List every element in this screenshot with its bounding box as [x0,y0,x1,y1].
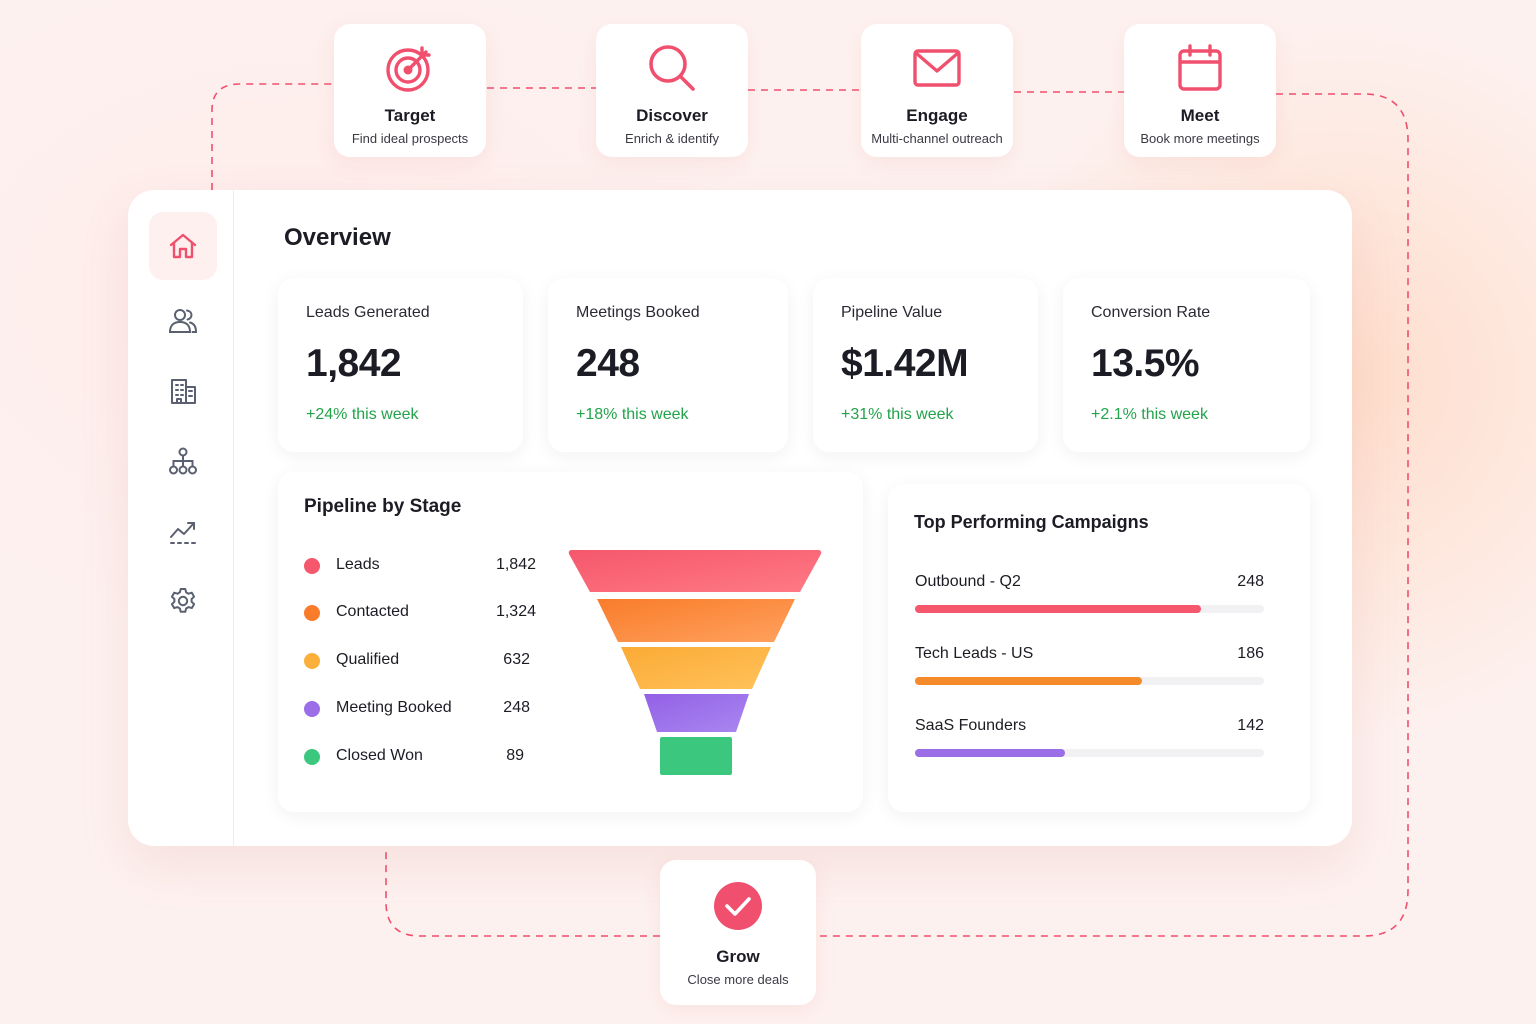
panel-title: Top Performing Campaigns [914,512,1149,532]
campaign-value: 142 [1237,717,1264,734]
step-title: Discover [636,106,708,125]
panel-title: Pipeline by Stage [304,496,462,517]
trend-icon [170,522,196,544]
step-subtitle: Find ideal prospects [351,131,469,146]
kpi-label: Leads Generated [306,304,430,321]
kpi-delta: +2.1% this week [1091,406,1208,423]
kpi-card-leads[interactable]: Leads Generated 1,842 +24% this week [278,278,523,452]
kpi-value: 13.5% [1091,342,1200,385]
legend-label: Leads [336,556,380,573]
pipeline-funnel-chart [568,550,822,775]
legend-label: Closed Won [336,747,423,764]
target-icon [386,46,431,92]
campaign-progress-fill [915,749,1066,757]
page-title: Overview [284,224,391,251]
step-card-target[interactable]: Target Find ideal prospects [334,24,486,157]
dashboard-window: Overview Leads Generated 1,842 +24% this… [128,190,1352,846]
sidebar [128,190,234,846]
kpi-card-meetings[interactable]: Meetings Booked 248 +18% this week [548,278,788,452]
legend-dot [304,558,320,574]
step-card-engage[interactable]: Engage Multi-channel outreach [861,24,1013,157]
search-icon [649,45,695,91]
step-subtitle: Close more deals [687,972,789,987]
step-title: Grow [716,947,760,966]
step-subtitle: Multi-channel outreach [871,131,1003,146]
campaign-name: Tech Leads - US [915,645,1034,662]
legend-dot [304,653,320,669]
funnel-segment-qualified [621,647,771,689]
kpi-delta: +18% this week [576,406,689,423]
legend-dot [304,701,320,717]
funnel-segment-leads [568,550,822,592]
legend-label: Contacted [336,603,409,620]
home-icon [169,233,197,259]
kpi-delta: +24% this week [306,406,419,423]
legend-value: 632 [503,651,530,668]
calendar-icon [1178,44,1222,91]
sidebar-item-companies[interactable] [149,357,217,425]
campaign-progress-track [915,605,1264,613]
kpi-value: $1.42M [841,342,969,385]
kpi-card-pipeline[interactable]: Pipeline Value $1.42M +31% this week [813,278,1038,452]
legend-dot [304,605,320,621]
campaign-progress-track [915,677,1264,685]
kpi-label: Pipeline Value [841,304,943,321]
mail-icon [913,49,961,87]
campaign-value: 186 [1237,645,1264,662]
sidebar-item-home[interactable] [149,212,217,280]
step-subtitle: Enrich & identify [625,131,719,146]
legend-item-leads: Leads 1,842 [304,554,536,578]
legend-item-closed-won: Closed Won 89 [304,745,536,769]
campaign-row[interactable]: Tech Leads - US 186 [915,645,1264,689]
campaigns-panel: Top Performing Campaigns Outbound - Q2 2… [888,484,1310,812]
legend-value: 89 [506,747,524,764]
legend-dot [304,749,320,765]
step-card-discover[interactable]: Discover Enrich & identify [596,24,748,157]
legend-value: 1,324 [495,603,536,620]
kpi-label: Conversion Rate [1091,304,1211,321]
legend-item-qualified: Qualified 632 [304,649,536,673]
check-circle-icon [714,882,762,930]
step-card-meet[interactable]: Meet Book more meetings [1124,24,1276,157]
kpi-card-conversion[interactable]: Conversion Rate 13.5% +2.1% this week [1063,278,1310,452]
campaign-row[interactable]: SaaS Founders 142 [915,717,1264,761]
kpi-delta: +31% this week [841,406,954,423]
campaign-progress-track [915,749,1264,757]
hierarchy-icon [169,447,197,475]
legend-value: 1,842 [495,556,536,573]
legend-value: 248 [503,699,530,716]
users-icon [168,309,198,333]
step-card-grow[interactable]: Grow Close more deals [660,860,816,1005]
kpi-value: 1,842 [306,342,402,385]
campaign-progress-fill [915,677,1142,685]
kpi-value: 248 [576,342,640,385]
sidebar-item-analytics[interactable] [149,497,217,565]
legend-label: Meeting Booked [336,699,452,716]
campaign-row[interactable]: Outbound - Q2 248 [915,573,1264,617]
funnel-segment-closed-won [660,737,732,775]
campaign-value: 248 [1237,573,1264,590]
legend-item-contacted: Contacted 1,324 [304,601,536,625]
pipeline-panel: Pipeline by Stage Leads 1,842 Contacted … [278,472,863,812]
campaign-progress-fill [915,605,1202,613]
sidebar-item-workflows[interactable] [149,427,217,495]
step-title: Target [384,106,436,125]
step-subtitle: Book more meetings [1140,131,1260,146]
funnel-segment-meeting-booked [644,694,749,732]
legend-item-meeting-booked: Meeting Booked 248 [304,697,536,721]
sidebar-item-settings[interactable] [149,567,217,635]
gear-icon [170,588,196,613]
campaign-name: SaaS Founders [915,717,1027,734]
building-icon [171,379,196,404]
funnel-segment-contacted [597,599,795,642]
legend-label: Qualified [336,651,400,668]
campaign-name: Outbound - Q2 [915,573,1021,590]
step-title: Meet [1180,106,1220,125]
step-title: Engage [906,106,968,125]
kpi-label: Meetings Booked [576,304,700,321]
sidebar-item-contacts[interactable] [149,287,217,355]
